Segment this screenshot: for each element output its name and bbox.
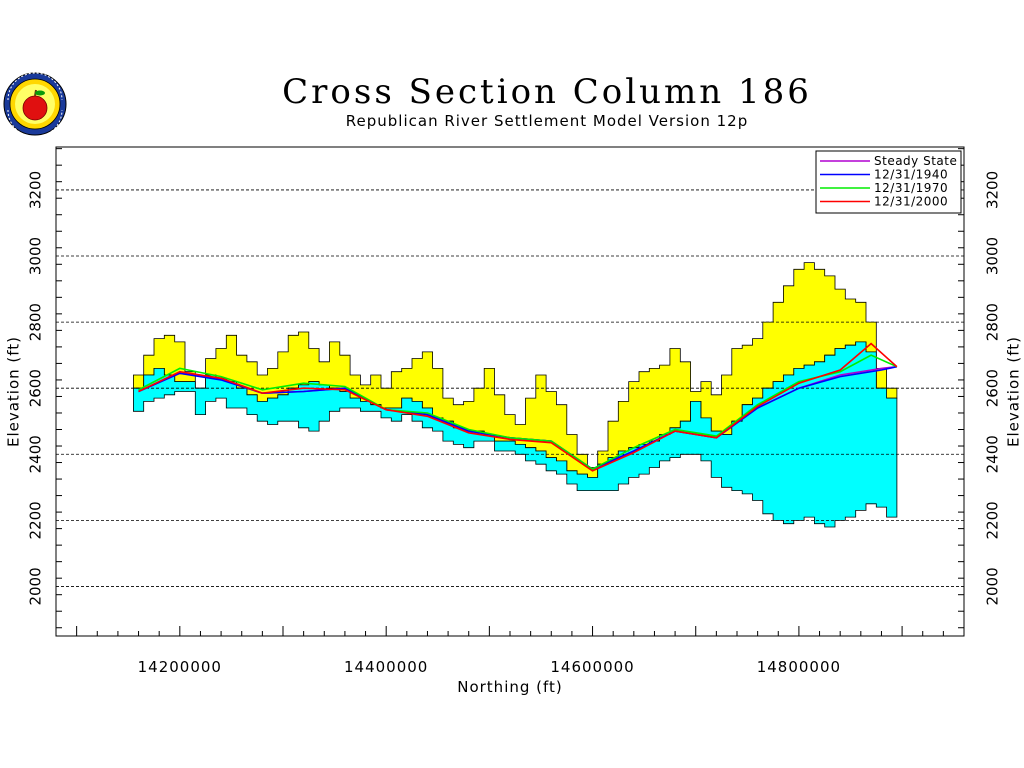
- y-tick-label-right: 2000: [984, 567, 1002, 605]
- series-line-2: [138, 354, 898, 471]
- x-tick-label: 14600000: [550, 658, 634, 676]
- y-tick-label-left: 3200: [27, 171, 45, 209]
- x-tick-label: 14800000: [757, 658, 841, 676]
- legend-label: 12/31/1940: [874, 168, 948, 182]
- y-tick-label-right: 2200: [984, 501, 1002, 539]
- y-tick-label-left: 2400: [27, 435, 45, 473]
- legend-label: 12/31/1970: [874, 181, 948, 195]
- y-tick-label-left: 2000: [27, 567, 45, 605]
- y-tick-label-right: 3200: [984, 171, 1002, 209]
- legend-label: 12/31/2000: [874, 195, 948, 209]
- chart-title: Cross Section Column 186: [282, 72, 812, 112]
- y-tick-label-right: 2800: [984, 303, 1002, 341]
- agency-seal-logo: [3, 72, 67, 138]
- x-tick-label: 14400000: [344, 658, 428, 676]
- y-tick-label-left: 2600: [27, 369, 45, 407]
- series-line-3: [138, 342, 898, 472]
- chart-subtitle: Republican River Settlement Model Versio…: [345, 112, 749, 130]
- x-tick-label: 14200000: [138, 658, 222, 676]
- y-axis-label-left: Elevation (ft): [5, 336, 23, 447]
- x-axis-label: Northing (ft): [457, 678, 563, 696]
- legend-label: Steady State: [874, 154, 957, 168]
- y-tick-label-right: 2600: [984, 369, 1002, 407]
- y-tick-label-right: 3000: [984, 237, 1002, 275]
- y-tick-label-right: 2400: [984, 435, 1002, 473]
- y-axis-label-right: Elevation (ft): [1005, 336, 1023, 447]
- y-tick-label-left: 2200: [27, 501, 45, 539]
- y-tick-label-left: 2800: [27, 303, 45, 341]
- y-tick-label-left: 3000: [27, 237, 45, 275]
